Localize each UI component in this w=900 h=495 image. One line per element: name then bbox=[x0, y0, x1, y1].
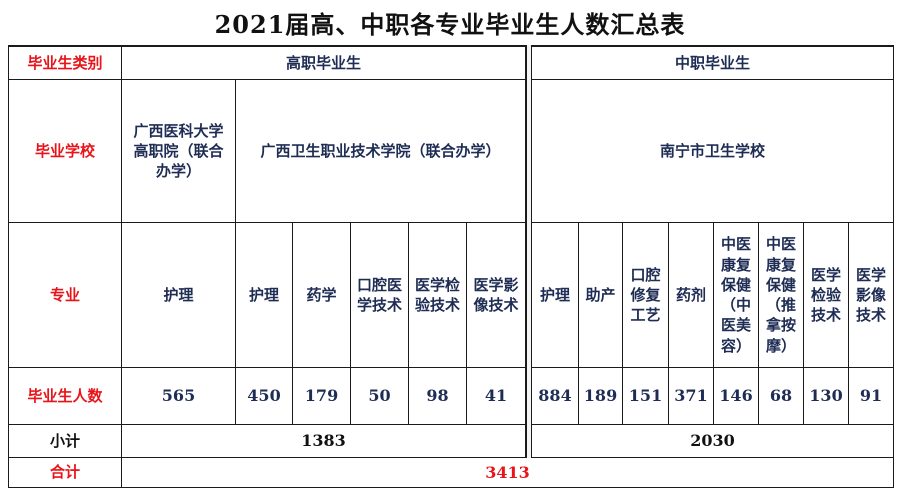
gaozhi-subtotal: 1383 bbox=[122, 425, 526, 458]
zhongzhi-major-8: 医学影像技术 bbox=[849, 223, 894, 368]
zhongzhi-count-7: 130 bbox=[804, 368, 849, 425]
zhongzhi-major-1: 护理 bbox=[532, 223, 579, 368]
grand-total: 3413 bbox=[122, 458, 894, 488]
zhongzhi-major-3: 口腔修复工艺 bbox=[623, 223, 669, 368]
gaozhi-count-1: 565 bbox=[122, 368, 236, 425]
zhongzhi-count-1: 884 bbox=[532, 368, 579, 425]
label-major: 专业 bbox=[8, 223, 122, 368]
gaozhi-count-3: 179 bbox=[293, 368, 351, 425]
gaozhi-major-2: 护理 bbox=[236, 223, 293, 368]
zhongzhi-major-5: 中医康复保健（中医美容） bbox=[714, 223, 759, 368]
gaozhi-category: 高职毕业生 bbox=[122, 45, 526, 80]
label-count: 毕业生人数 bbox=[8, 368, 122, 425]
label-total: 合计 bbox=[8, 458, 122, 488]
zhongzhi-count-4: 371 bbox=[669, 368, 714, 425]
label-category: 毕业生类别 bbox=[8, 45, 122, 80]
zhongzhi-major-4: 药剂 bbox=[669, 223, 714, 368]
gaozhi-major-5: 医学检验技术 bbox=[409, 223, 467, 368]
gaozhi-count-6: 41 bbox=[467, 368, 526, 425]
gaozhi-school-1: 广西医科大学高职院（联合办学） bbox=[122, 80, 236, 223]
label-school: 毕业学校 bbox=[8, 80, 122, 223]
gaozhi-major-1: 护理 bbox=[122, 223, 236, 368]
zhongzhi-major-2: 助产 bbox=[579, 223, 623, 368]
zhongzhi-count-3: 151 bbox=[623, 368, 669, 425]
label-subtotal: 小计 bbox=[8, 425, 122, 458]
zhongzhi-count-8: 91 bbox=[849, 368, 894, 425]
zhongzhi-category: 中职毕业生 bbox=[532, 45, 894, 80]
zhongzhi-major-6: 中医康复保健（推拿按摩） bbox=[759, 223, 804, 368]
zhongzhi-subtotal: 2030 bbox=[532, 425, 894, 458]
gaozhi-count-5: 98 bbox=[409, 368, 467, 425]
gaozhi-school-2: 广西卫生职业技术学院（联合办学） bbox=[236, 80, 526, 223]
zhongzhi-count-2: 189 bbox=[579, 368, 623, 425]
gaozhi-major-3: 药学 bbox=[293, 223, 351, 368]
gaozhi-major-4: 口腔医学技术 bbox=[351, 223, 409, 368]
zhongzhi-count-5: 146 bbox=[714, 368, 759, 425]
gaozhi-major-6: 医学影像技术 bbox=[467, 223, 526, 368]
zhongzhi-count-6: 68 bbox=[759, 368, 804, 425]
gaozhi-count-4: 50 bbox=[351, 368, 409, 425]
gaozhi-count-2: 450 bbox=[236, 368, 293, 425]
zhongzhi-school: 南宁市卫生学校 bbox=[532, 80, 894, 223]
section-divider bbox=[526, 45, 532, 458]
page-title: 2021届高、中职各专业毕业生人数汇总表 bbox=[214, 10, 686, 39]
zhongzhi-major-7: 医学检验技术 bbox=[804, 223, 849, 368]
